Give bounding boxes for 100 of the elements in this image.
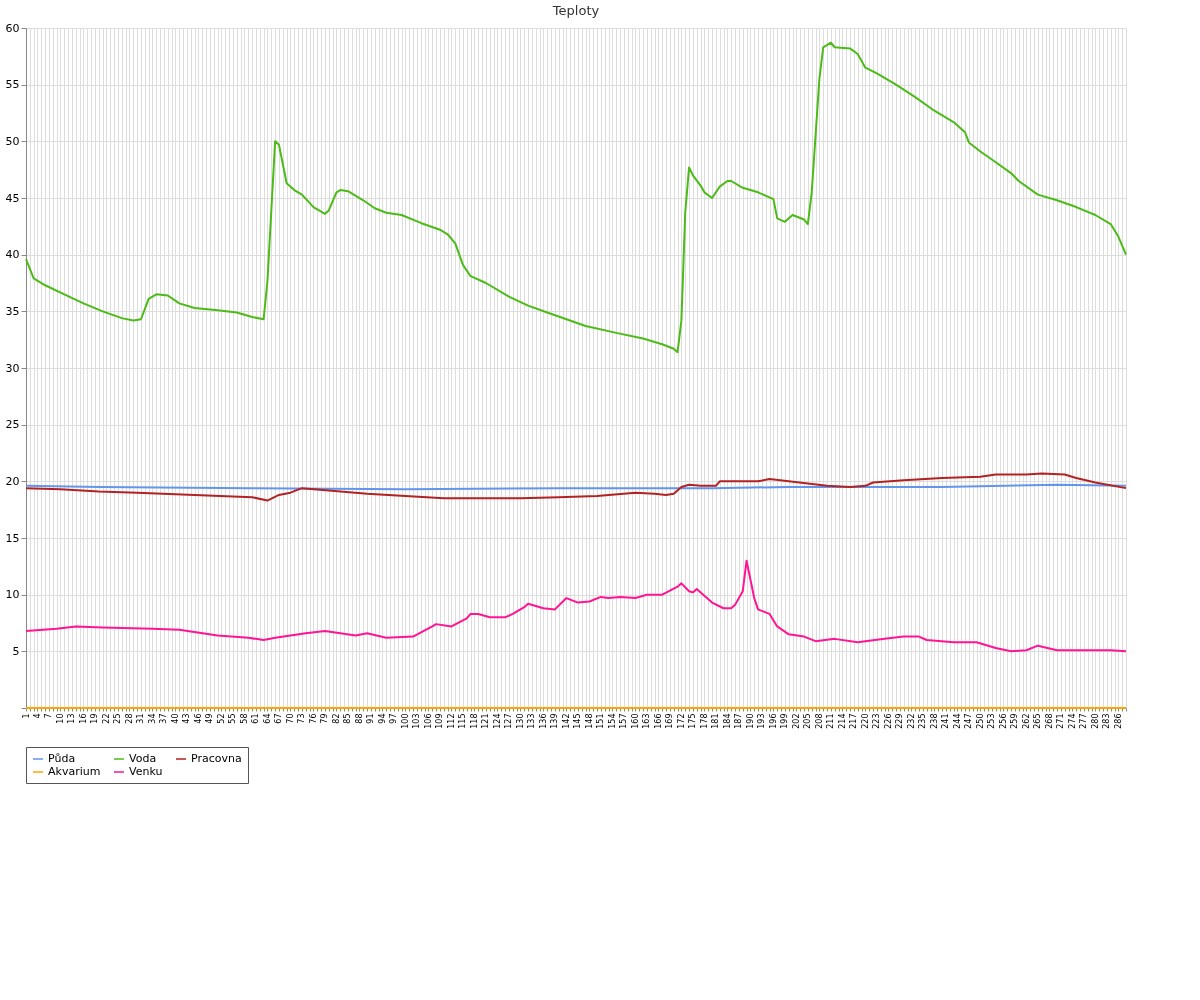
x-tick-label: 148 bbox=[584, 713, 594, 729]
x-tick-label: 280 bbox=[1090, 713, 1100, 729]
x-tick-label: 199 bbox=[780, 713, 790, 729]
y-tick-label: 15 bbox=[5, 531, 20, 545]
x-tick-label: 205 bbox=[803, 713, 813, 729]
x-tick-label: 196 bbox=[768, 713, 778, 729]
x-tick-label: 160 bbox=[630, 713, 640, 729]
x-tick-label: 142 bbox=[561, 713, 571, 729]
x-tick-label: 136 bbox=[538, 713, 548, 729]
x-tick-label: 166 bbox=[653, 713, 663, 729]
x-tick-label: 37 bbox=[159, 713, 169, 724]
x-tick-label: 31 bbox=[136, 713, 146, 724]
x-tick-label: 94 bbox=[377, 713, 387, 724]
x-tick-label: 109 bbox=[435, 713, 445, 729]
x-tick-label: 25 bbox=[113, 713, 123, 724]
y-tick-label: 10 bbox=[5, 588, 20, 602]
x-tick-label: 118 bbox=[469, 713, 479, 729]
x-tick-label: 79 bbox=[320, 713, 330, 724]
x-tick-label: 154 bbox=[607, 713, 617, 729]
y-tick-label: 60 bbox=[5, 21, 20, 35]
x-tick-label: 232 bbox=[906, 713, 916, 729]
x-tick-label: 64 bbox=[262, 713, 272, 724]
x-tick-label: 238 bbox=[929, 713, 939, 729]
x-tick-label: 220 bbox=[860, 713, 870, 729]
x-tick-label: 4 bbox=[33, 713, 42, 719]
legend-label: Venku bbox=[129, 765, 163, 778]
x-tick-label: 43 bbox=[182, 713, 192, 724]
y-tick-label: 45 bbox=[5, 191, 20, 205]
x-tick-label: 229 bbox=[895, 713, 905, 729]
x-tick-label: 19 bbox=[90, 713, 100, 724]
x-tick-label: 187 bbox=[734, 713, 744, 729]
x-tick-label: 115 bbox=[458, 713, 468, 729]
x-tick-label: 76 bbox=[308, 713, 318, 724]
x-tick-label: 256 bbox=[998, 713, 1008, 729]
x-tick-label: 130 bbox=[515, 713, 525, 729]
x-tick-label: 277 bbox=[1079, 713, 1089, 729]
x-tick-label: 286 bbox=[1113, 713, 1123, 729]
x-tick-label: 1 bbox=[21, 713, 31, 719]
x-tick-label: 28 bbox=[124, 713, 134, 724]
x-tick-label: 133 bbox=[527, 713, 537, 729]
x-tick-label: 226 bbox=[883, 713, 893, 729]
x-tick-label: 139 bbox=[550, 713, 560, 729]
x-tick-label: 121 bbox=[481, 713, 491, 729]
x-tick-label: 13 bbox=[67, 713, 77, 724]
legend-label: Voda bbox=[129, 752, 157, 765]
x-tick-label: 67 bbox=[274, 713, 284, 724]
x-tick-label: 34 bbox=[147, 713, 157, 724]
x-tick-label: 106 bbox=[423, 713, 433, 729]
x-tick-label: 100 bbox=[400, 713, 410, 729]
x-tick-label: 175 bbox=[688, 713, 698, 729]
legend-label: Akvarium bbox=[48, 765, 101, 778]
x-tick-label: 184 bbox=[722, 713, 732, 729]
x-tick-label: 40 bbox=[170, 713, 180, 724]
x-tick-label: 259 bbox=[1010, 713, 1020, 729]
x-tick-label: 97 bbox=[389, 713, 399, 724]
x-tick-label: 145 bbox=[573, 713, 583, 729]
x-tick-label: 7 bbox=[44, 713, 54, 719]
x-tick-label: 202 bbox=[791, 713, 801, 729]
x-tick-label: 214 bbox=[837, 713, 847, 729]
x-tick-label: 169 bbox=[665, 713, 675, 729]
x-tick-label: 70 bbox=[285, 713, 295, 724]
y-tick-label: 20 bbox=[5, 474, 20, 488]
x-tick-label: 112 bbox=[446, 713, 456, 729]
x-tick-label: 211 bbox=[826, 713, 836, 729]
line-series bbox=[25, 559, 1127, 653]
x-tick-label: 82 bbox=[331, 713, 341, 724]
x-tick-label: 157 bbox=[619, 713, 629, 729]
x-tick-label: 265 bbox=[1033, 713, 1043, 729]
x-tick-label: 46 bbox=[193, 713, 203, 724]
x-tick-label: 268 bbox=[1044, 713, 1054, 729]
y-tick-label: 30 bbox=[5, 361, 20, 375]
y-tick-label: 5 bbox=[12, 644, 20, 658]
x-tick-label: 253 bbox=[987, 713, 997, 729]
x-tick-label: 193 bbox=[757, 713, 767, 729]
x-tick-label: 244 bbox=[952, 713, 962, 729]
x-tick-label: 247 bbox=[964, 713, 974, 729]
x-tick-label: 235 bbox=[918, 713, 928, 729]
y-tick-label: 50 bbox=[5, 134, 20, 148]
x-tick-label: 241 bbox=[941, 713, 951, 729]
x-tick-label: 172 bbox=[676, 713, 686, 729]
legend-label: Půda bbox=[48, 752, 76, 765]
x-tick-label: 178 bbox=[699, 713, 709, 729]
x-tick-label: 274 bbox=[1067, 713, 1077, 729]
x-tick-label: 217 bbox=[849, 713, 859, 729]
x-tick-label: 163 bbox=[642, 713, 652, 729]
x-tick-label: 49 bbox=[205, 713, 215, 724]
x-tick-label: 16 bbox=[78, 713, 88, 724]
x-tick-label: 55 bbox=[228, 713, 238, 724]
x-tick-label: 208 bbox=[814, 713, 824, 729]
x-tick-label: 181 bbox=[711, 713, 721, 729]
x-tick-label: 91 bbox=[366, 713, 376, 724]
x-tick-label: 151 bbox=[596, 713, 606, 729]
x-tick-label: 85 bbox=[343, 713, 353, 724]
x-tick-label: 103 bbox=[412, 713, 422, 729]
chart-title: Teploty bbox=[551, 3, 600, 18]
x-tick-label: 52 bbox=[216, 713, 226, 724]
x-tick-label: 250 bbox=[975, 713, 985, 729]
y-tick-label: 40 bbox=[5, 248, 20, 262]
line-series bbox=[25, 41, 1127, 354]
line-series bbox=[25, 472, 1127, 502]
